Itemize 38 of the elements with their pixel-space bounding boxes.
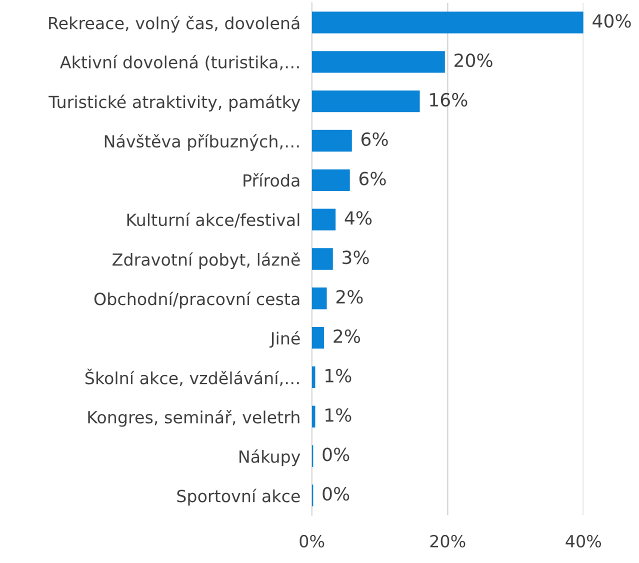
data-label: 6% [361, 132, 388, 146]
bar [312, 90, 420, 112]
data-label: 0% [322, 448, 350, 462]
y-tick-label: Školní akce, vzdělávání,… [85, 368, 299, 386]
data-label: 0% [322, 487, 350, 501]
data-label: 1% [326, 408, 352, 422]
data-label: 3% [342, 250, 369, 264]
bar [312, 326, 324, 349]
x-tick-label: 20% [430, 534, 466, 548]
x-tick-label: 0% [300, 534, 324, 548]
data-label: 40% [592, 14, 631, 28]
data-label: 2% [334, 329, 360, 344]
data-label: 4% [344, 211, 372, 225]
y-tick-label: Příroda [244, 173, 300, 187]
y-tick-label: Nákupy [240, 449, 300, 466]
bar [312, 288, 327, 310]
y-tick-label: Rekreace, volný čas, dovolená [49, 16, 300, 33]
data-label: 20% [454, 54, 492, 68]
y-tick-label: Návštěva příbuzných,… [104, 134, 299, 151]
bar [312, 12, 584, 34]
data-label: 2% [336, 290, 363, 304]
y-tick-label: Zdravotní pobyt, lázně [112, 252, 300, 270]
bar [312, 208, 336, 230]
data-label: 1% [326, 368, 352, 382]
bar [312, 169, 350, 191]
data-label: 16% [430, 92, 468, 107]
x-tick-label: 40% [566, 534, 602, 548]
y-tick-label: Kongres, seminář, veletrh [88, 410, 300, 427]
bar [312, 130, 352, 152]
y-tick-label: Aktivní dovolená (turistika,… [60, 54, 299, 70]
y-tick-label: Turistické atraktivity, památky [48, 94, 300, 112]
bar [312, 248, 333, 270]
bar [312, 51, 445, 73]
data-label: 6% [359, 172, 386, 186]
y-tick-label: Kulturní akce/festival [127, 212, 300, 228]
y-tick-label: Jiné [269, 331, 300, 348]
y-tick-label: Sportovní akce [177, 488, 300, 506]
y-tick-label: Obchodní/pracovní cesta [94, 292, 300, 309]
